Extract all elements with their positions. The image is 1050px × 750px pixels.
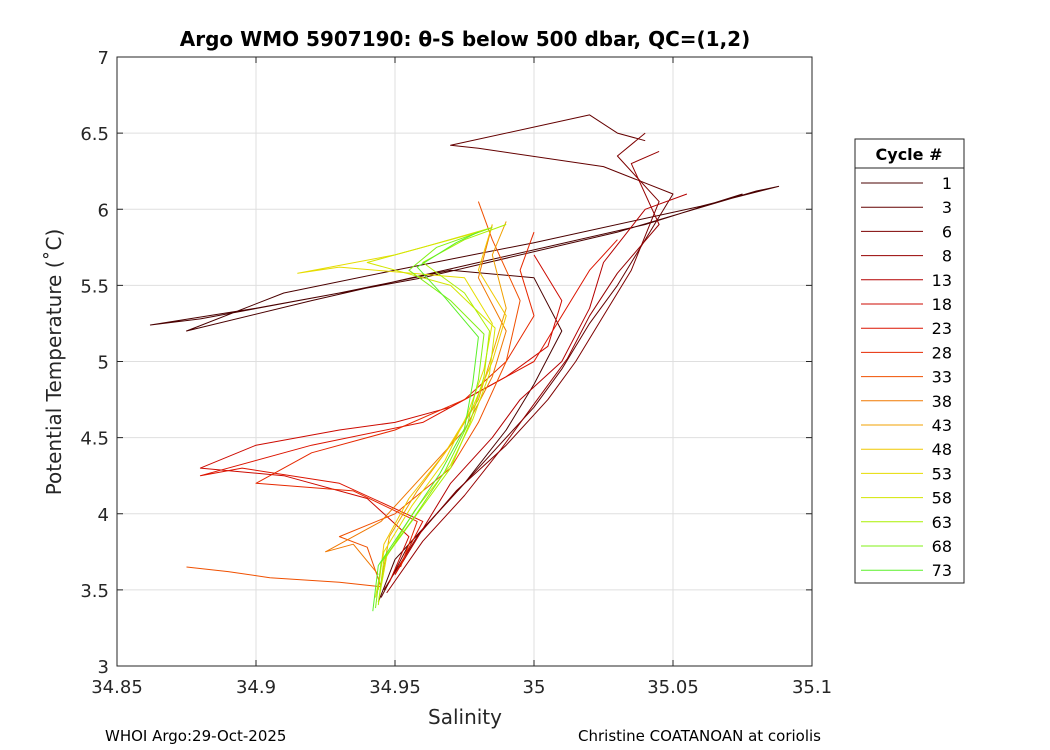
legend-label: 43 — [932, 416, 952, 435]
series-line-cycle-33 — [186, 201, 521, 588]
legend-label: 63 — [932, 513, 952, 532]
y-tick-label: 3.5 — [80, 581, 109, 602]
legend-label: 13 — [932, 271, 952, 290]
legend-label: 8 — [942, 247, 952, 266]
series-line-cycle-13 — [394, 193, 688, 575]
y-tick-label: 7 — [98, 48, 109, 69]
legend-label: 18 — [932, 295, 952, 314]
x-tick-label: 34.95 — [369, 677, 421, 698]
legend-label: 28 — [932, 343, 952, 362]
series-line-cycle-38 — [325, 224, 507, 575]
x-tick-label: 35 — [523, 677, 546, 698]
y-tick-label: 6 — [98, 200, 109, 221]
legend-label: 58 — [932, 489, 952, 508]
series-line-cycle-18 — [199, 254, 563, 583]
series-line-cycle-6 — [383, 132, 660, 591]
legend-label: 3 — [942, 198, 952, 217]
x-tick-label: 35.05 — [647, 677, 699, 698]
x-tick-label: 35.1 — [792, 677, 832, 698]
footer-right: Christine COATANOAN at coriolis — [578, 727, 821, 745]
series-line-cycle-28 — [255, 231, 535, 568]
y-tick-label: 6.5 — [80, 124, 109, 145]
y-tick-label: 4 — [98, 505, 109, 526]
x-ticks: 34.85 34.9 34.95 35 35.05 35.1 — [91, 57, 832, 698]
series-line-cycle-3 — [380, 114, 674, 598]
legend-label: 68 — [932, 537, 952, 556]
legend-label: 23 — [932, 319, 952, 338]
legend-box — [854, 138, 965, 584]
legend-label: 53 — [932, 464, 952, 483]
y-tick-label: 5 — [98, 353, 109, 374]
x-tick-label: 34.9 — [236, 677, 276, 698]
y-tick-label: 4.5 — [80, 429, 109, 450]
x-tick-label: 34.85 — [91, 677, 143, 698]
series-line-cycle-73 — [372, 231, 479, 612]
x-axis-label: Salinity — [428, 705, 502, 729]
legend-title: Cycle # — [876, 145, 943, 164]
series-line-cycle-68 — [375, 227, 493, 609]
series-layer — [149, 114, 780, 612]
series-line-cycle-8 — [386, 150, 660, 594]
chart-title: Argo WMO 5907190: θ-S below 500 dbar, QC… — [180, 27, 750, 51]
series-line-cycle-43 — [380, 221, 507, 583]
legend-label: 33 — [932, 368, 952, 387]
legend-label: 1 — [942, 174, 952, 193]
y-tick-label: 5.5 — [80, 276, 109, 297]
y-axis-label: Potential Temperature (˚C) — [42, 229, 66, 496]
series-line-cycle-1 — [149, 185, 780, 603]
grid-lines — [117, 57, 812, 666]
legend-label: 6 — [942, 222, 952, 241]
legend-label: 73 — [932, 561, 952, 580]
y-tick-label: 3 — [98, 657, 109, 678]
y-ticks: 3 3.5 4 4.5 5 5.5 6 6.5 7 — [80, 48, 812, 678]
footer-left: WHOI Argo:29-Oct-2025 — [105, 727, 286, 745]
series-line-cycle-23 — [199, 239, 618, 575]
series-line-cycle-48 — [377, 224, 507, 590]
legend-label: 48 — [932, 440, 952, 459]
legend-label: 38 — [932, 392, 952, 411]
